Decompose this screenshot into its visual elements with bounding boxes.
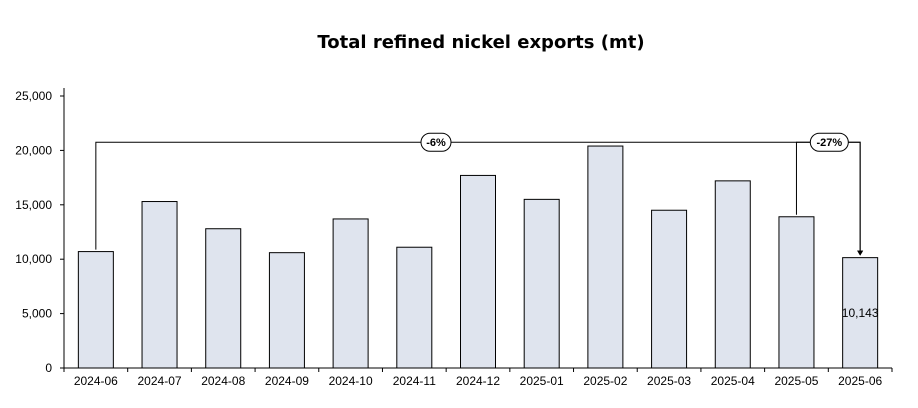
x-tick-label: 2025-03 (647, 374, 691, 388)
bar-2024-12 (460, 174, 496, 369)
y-tick-label: 10,000 (15, 252, 52, 266)
x-tick-label: 2024-11 (393, 374, 436, 388)
bar-2024-11 (396, 246, 433, 369)
x-tick-label: 2024-10 (329, 374, 373, 388)
annotation-label: -27% (816, 137, 842, 149)
x-tick-label: 2025-05 (774, 374, 818, 388)
bar-2025-04 (714, 180, 751, 369)
bar-2024-08 (205, 228, 242, 369)
x-tick-label: 2024-09 (265, 374, 309, 388)
bar-2024-10 (332, 218, 369, 369)
annotations: -6% -27% (95, 132, 864, 256)
bar-2025-02 (587, 145, 624, 369)
annotation-arrowhead (857, 250, 864, 256)
bar-2025-01 (523, 198, 560, 369)
annotation-bubble (420, 132, 452, 152)
y-tick-label: 5,000 (22, 307, 52, 321)
y-axis: 0 5,000 10,000 15,000 20,000 25,000 (15, 88, 65, 375)
bar-2025-03 (651, 209, 688, 369)
bar-2024-09 (268, 252, 305, 369)
x-tick-label: 2025-01 (520, 374, 564, 388)
x-tick-label: 2025-06 (838, 374, 882, 388)
x-tick-label: 2025-04 (711, 374, 755, 388)
y-tick-label: 25,000 (15, 89, 52, 103)
bar-2024-06 (77, 251, 114, 369)
chart-title: Total refined nickel exports (mt) (317, 32, 644, 53)
bar-2025-05 (778, 216, 815, 369)
y-tick-label: 0 (45, 361, 52, 375)
x-tick-label: 2024-12 (456, 374, 500, 388)
x-tick-label: 2025-02 (583, 374, 627, 388)
x-tick-label: 2024-07 (138, 374, 182, 388)
y-tick-label: 20,000 (15, 143, 52, 157)
bars: 10,143 (77, 145, 879, 369)
annotation-label: -6% (426, 137, 446, 149)
x-axis: 2024-06 2024-07 2024-08 2024-09 2024-10 2024-… (63, 367, 893, 388)
x-tick-label: 2024-06 (74, 374, 118, 388)
annotation-bubble (809, 132, 849, 152)
y-tick-label: 15,000 (15, 198, 52, 212)
x-tick-label: 2024-08 (201, 374, 245, 388)
bar-2024-07 (141, 201, 178, 369)
data-label: 10,143 (842, 306, 879, 320)
